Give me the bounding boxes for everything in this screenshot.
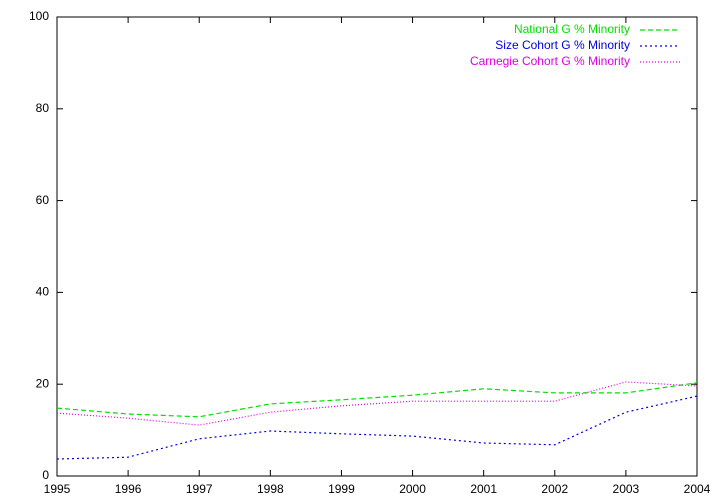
x-tick-label: 1996 (115, 482, 142, 496)
y-tick-label: 60 (36, 193, 50, 207)
y-tick-label: 20 (36, 376, 50, 390)
x-tick-label: 2002 (541, 482, 568, 496)
x-tick-label: 2003 (613, 482, 640, 496)
y-tick-label: 0 (42, 468, 49, 482)
legend-label: Size Cohort G % Minority (495, 38, 630, 52)
x-tick-label: 1999 (328, 482, 355, 496)
x-tick-label: 2000 (399, 482, 426, 496)
series-line (56, 381, 698, 426)
series-line (56, 382, 698, 418)
x-tick-label: 2001 (470, 482, 497, 496)
x-tick-label: 1997 (186, 482, 213, 496)
legend-label: National G % Minority (514, 22, 630, 36)
x-tick-label: 1995 (44, 482, 71, 496)
y-tick-label: 100 (29, 9, 49, 23)
legend-label: Carnegie Cohort G % Minority (470, 54, 630, 68)
y-tick-label: 80 (36, 101, 50, 115)
x-tick-label: 2004 (684, 482, 711, 496)
x-tick-label: 1998 (257, 482, 284, 496)
series-line (56, 395, 698, 460)
plot-frame (56, 16, 698, 477)
y-tick-label: 40 (36, 285, 50, 299)
